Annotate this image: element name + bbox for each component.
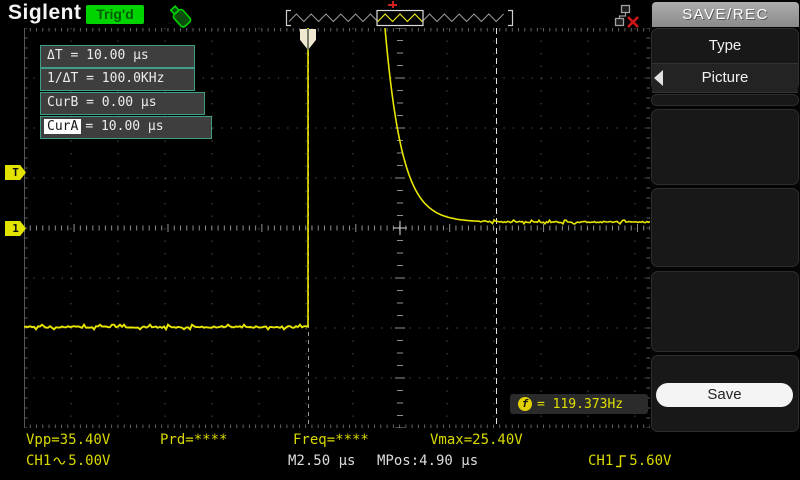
frequency-icon: f xyxy=(518,397,532,411)
menu-slot-empty-2 xyxy=(651,188,799,267)
menu-slot-empty-3 xyxy=(651,271,799,352)
trigger-position-marker xyxy=(300,29,316,50)
channel1-label: CH1 xyxy=(26,453,52,469)
trigger-level-value: 5.60V xyxy=(629,453,672,469)
menu-title: SAVE/REC xyxy=(652,2,799,27)
menu-slot-empty-1 xyxy=(651,109,799,185)
frequency-value: = 119.373Hz xyxy=(537,396,624,412)
waveform-position-indicator xyxy=(285,9,514,27)
readout-cursor-a: CurA = 10.00 μs xyxy=(40,116,212,139)
softkey-menu: SAVE/REC Type Picture Save xyxy=(650,0,800,432)
lan-disconnected-icon xyxy=(614,4,639,28)
trigger-level-marker: T xyxy=(5,165,26,180)
measure-prd: Prd=**** xyxy=(160,432,228,448)
trigger-delay-readout: MPos:4.90 μs xyxy=(377,453,479,469)
channel1-scale: 5.00V xyxy=(68,453,111,469)
channel1-level-marker: 1 xyxy=(5,221,26,236)
cursor-a-selected-label: CurA xyxy=(44,119,82,134)
trigger-source-label: CH1 xyxy=(588,453,614,469)
menu-slot-save: Save xyxy=(651,355,799,432)
brand-logo: Siglent xyxy=(8,1,82,24)
menu-slot-spacer xyxy=(651,94,799,106)
menu-item-type[interactable]: Type Picture xyxy=(651,28,799,93)
readout-delta-t: ΔT = 10.00 μs xyxy=(40,45,195,68)
trigger-status-readout: CH1 5.60V xyxy=(588,453,671,469)
save-button[interactable]: Save xyxy=(656,383,793,407)
channel1-status: CH1 5.00V xyxy=(26,453,110,469)
rising-edge-icon xyxy=(616,455,627,468)
usb-device-icon xyxy=(169,5,192,28)
ac-coupling-icon xyxy=(53,457,66,465)
menu-item-type-value: Picture xyxy=(701,69,749,86)
readout-inverse-delta-t: 1/ΔT = 100.0KHz xyxy=(40,68,195,91)
selected-arrow-icon xyxy=(654,70,663,86)
frequency-counter: f = 119.373Hz xyxy=(510,394,648,414)
trigger-position-tick-icon xyxy=(388,1,397,8)
readout-cursor-b: CurB = 0.00 μs xyxy=(40,92,205,115)
cursor-a-value: = 10.00 μs xyxy=(85,119,164,134)
trigger-status-badge: Trig'd xyxy=(86,5,144,24)
menu-item-type-label: Type xyxy=(708,37,742,54)
measure-vpp: Vpp=35.40V xyxy=(26,432,111,448)
measure-vmax: Vmax=25.40V xyxy=(430,432,523,448)
measure-freq: Freq=**** xyxy=(293,432,369,448)
timebase-readout: M2.50 μs xyxy=(288,453,356,469)
